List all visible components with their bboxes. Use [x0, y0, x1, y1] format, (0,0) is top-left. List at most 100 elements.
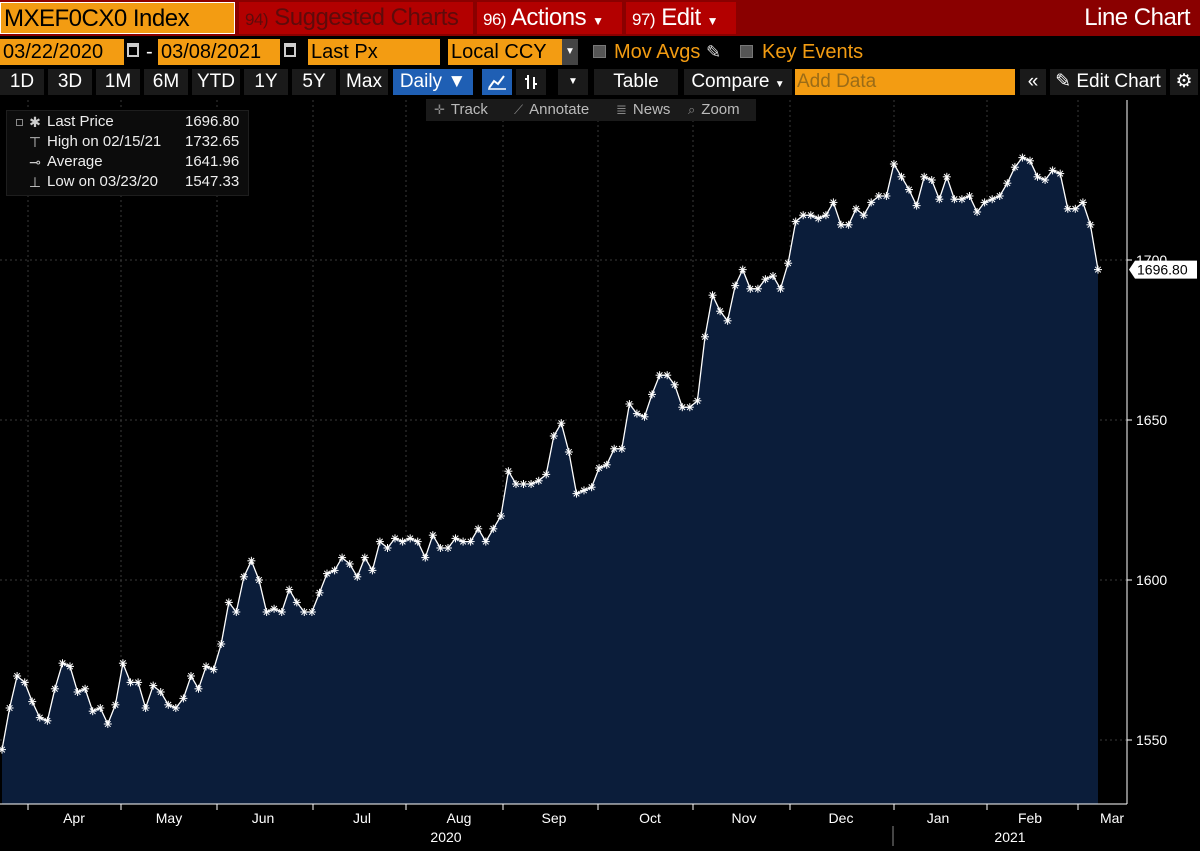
- price-marker: [867, 198, 876, 207]
- price-marker: [1026, 156, 1034, 165]
- price-marker: [988, 195, 997, 204]
- price-marker: [716, 307, 725, 316]
- price-marker: [315, 588, 324, 597]
- title-bar: MXEF0CX0 Index 94) Suggested Charts 96) …: [0, 0, 1200, 36]
- timeframe-1m[interactable]: 1M: [96, 69, 140, 95]
- month-label: Aug: [447, 810, 472, 826]
- price-marker: [685, 403, 694, 412]
- zoom-tool[interactable]: ⌕ Zoom: [688, 99, 740, 121]
- price-marker: [35, 713, 44, 722]
- month-label: Oct: [639, 810, 661, 826]
- price-marker: [761, 275, 770, 284]
- price-marker: [421, 553, 430, 562]
- calendar-icon[interactable]: [284, 43, 296, 57]
- timeframe-1d[interactable]: 1D: [0, 69, 44, 95]
- price-marker: [451, 534, 460, 543]
- legend-label: Last Price: [47, 113, 114, 130]
- price-marker: [13, 672, 22, 680]
- news-tool[interactable]: ≣ News: [616, 99, 670, 121]
- suggested-charts-menu[interactable]: 94) Suggested Charts: [239, 2, 473, 34]
- line-chart-icon[interactable]: [482, 69, 512, 95]
- calendar-icon[interactable]: [127, 43, 139, 57]
- end-date-field[interactable]: 03/08/2021: [158, 39, 280, 65]
- timeframe-1y[interactable]: 1Y: [244, 69, 288, 95]
- pencil-icon[interactable]: ✎: [706, 42, 722, 62]
- collapse-button[interactable]: «: [1020, 69, 1046, 95]
- caret-down-icon: ▼: [592, 14, 604, 28]
- start-date-field[interactable]: 03/22/2020: [0, 39, 124, 65]
- collapse-box-icon[interactable]: [16, 119, 23, 126]
- key-events-label[interactable]: Key Events: [762, 41, 864, 63]
- key-events-checkbox[interactable]: [740, 45, 753, 58]
- security-ticker[interactable]: MXEF0CX0 Index: [0, 2, 235, 34]
- price-marker: [247, 556, 256, 565]
- actions-label: Actions: [510, 4, 587, 31]
- price-marker: [564, 448, 573, 456]
- track-label: Track: [450, 101, 488, 118]
- price-marker: [701, 332, 709, 341]
- price-marker: [746, 284, 755, 293]
- price-marker: [708, 291, 717, 300]
- chart-style-dropdown-icon[interactable]: ▼: [558, 69, 588, 95]
- price-marker: [126, 678, 135, 687]
- price-marker: [0, 745, 6, 754]
- legend-row-high: ⊤ High on 02/15/21 1732.65: [7, 132, 250, 152]
- price-marker: [58, 659, 67, 668]
- price-marker: [912, 201, 921, 210]
- chart-type-title: Line Chart: [1084, 4, 1190, 31]
- price-marker: [413, 537, 422, 546]
- price-marker: [549, 432, 558, 440]
- dropdown-arrow-icon[interactable]: ▼: [562, 39, 578, 65]
- price-field-select[interactable]: Last Px: [308, 39, 440, 65]
- timeframe-6m[interactable]: 6M: [144, 69, 188, 95]
- price-marker: [209, 665, 218, 674]
- price-marker: [496, 512, 505, 520]
- timeframe-max[interactable]: Max: [340, 69, 388, 95]
- price-marker: [88, 707, 97, 716]
- gear-icon[interactable]: ⚙: [1170, 69, 1198, 95]
- edit-menu[interactable]: 97) Edit ▼: [626, 2, 736, 34]
- add-data-input[interactable]: [795, 69, 1015, 95]
- price-marker: [874, 192, 883, 200]
- y-tick-label: 1550: [1136, 732, 1167, 748]
- price-marker: [1033, 172, 1042, 181]
- price-marker: [942, 172, 951, 181]
- currency-select[interactable]: Local CCY: [448, 39, 562, 65]
- price-marker: [844, 220, 853, 229]
- price-marker: [587, 483, 596, 492]
- table-button[interactable]: Table: [594, 69, 678, 95]
- mov-avgs-checkbox[interactable]: [593, 45, 606, 58]
- timeframe-3d[interactable]: 3D: [48, 69, 92, 95]
- mov-avgs-label[interactable]: Mov Avgs: [614, 41, 701, 63]
- frequency-select[interactable]: Daily ▼: [393, 69, 473, 95]
- price-marker: [1041, 176, 1050, 184]
- annotate-tool[interactable]: ⟋ Annotate: [514, 99, 589, 121]
- price-marker: [194, 684, 203, 693]
- last-price-label: 1696.80: [1137, 262, 1188, 278]
- price-marker: [980, 198, 989, 207]
- track-tool[interactable]: ✛ Track: [434, 99, 488, 121]
- price-marker: [519, 480, 528, 488]
- suggested-charts-label: Suggested Charts: [274, 4, 459, 31]
- legend-row-last-price[interactable]: ✱ Last Price 1696.80: [7, 112, 250, 132]
- edit-chart-button[interactable]: ✎ Edit Chart: [1050, 69, 1166, 95]
- price-marker: [738, 265, 747, 274]
- price-marker: [224, 598, 233, 607]
- compare-button[interactable]: Compare ▼: [684, 69, 792, 95]
- price-marker: [1010, 163, 1019, 172]
- timeframe-ytd[interactable]: YTD: [192, 69, 240, 95]
- price-marker: [398, 537, 407, 546]
- price-marker: [542, 470, 551, 479]
- price-marker: [837, 220, 845, 229]
- price-marker: [5, 704, 14, 712]
- edit-number: 97): [632, 10, 656, 29]
- month-label: May: [156, 810, 182, 826]
- timeframe-5y[interactable]: 5Y: [292, 69, 336, 95]
- price-marker: [330, 566, 339, 575]
- actions-menu[interactable]: 96) Actions ▼: [477, 2, 622, 34]
- price-marker: [353, 572, 362, 581]
- bar-chart-icon[interactable]: [516, 69, 546, 95]
- price-marker: [731, 281, 740, 290]
